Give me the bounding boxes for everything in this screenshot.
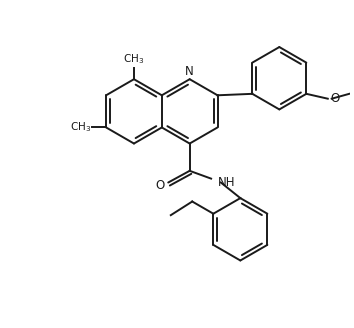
Text: CH$_3$: CH$_3$: [70, 121, 91, 134]
Text: NH: NH: [218, 176, 235, 189]
Text: CH$_3$: CH$_3$: [123, 52, 144, 66]
Text: O: O: [330, 92, 339, 105]
Text: O: O: [156, 179, 165, 192]
Text: N: N: [185, 65, 194, 78]
